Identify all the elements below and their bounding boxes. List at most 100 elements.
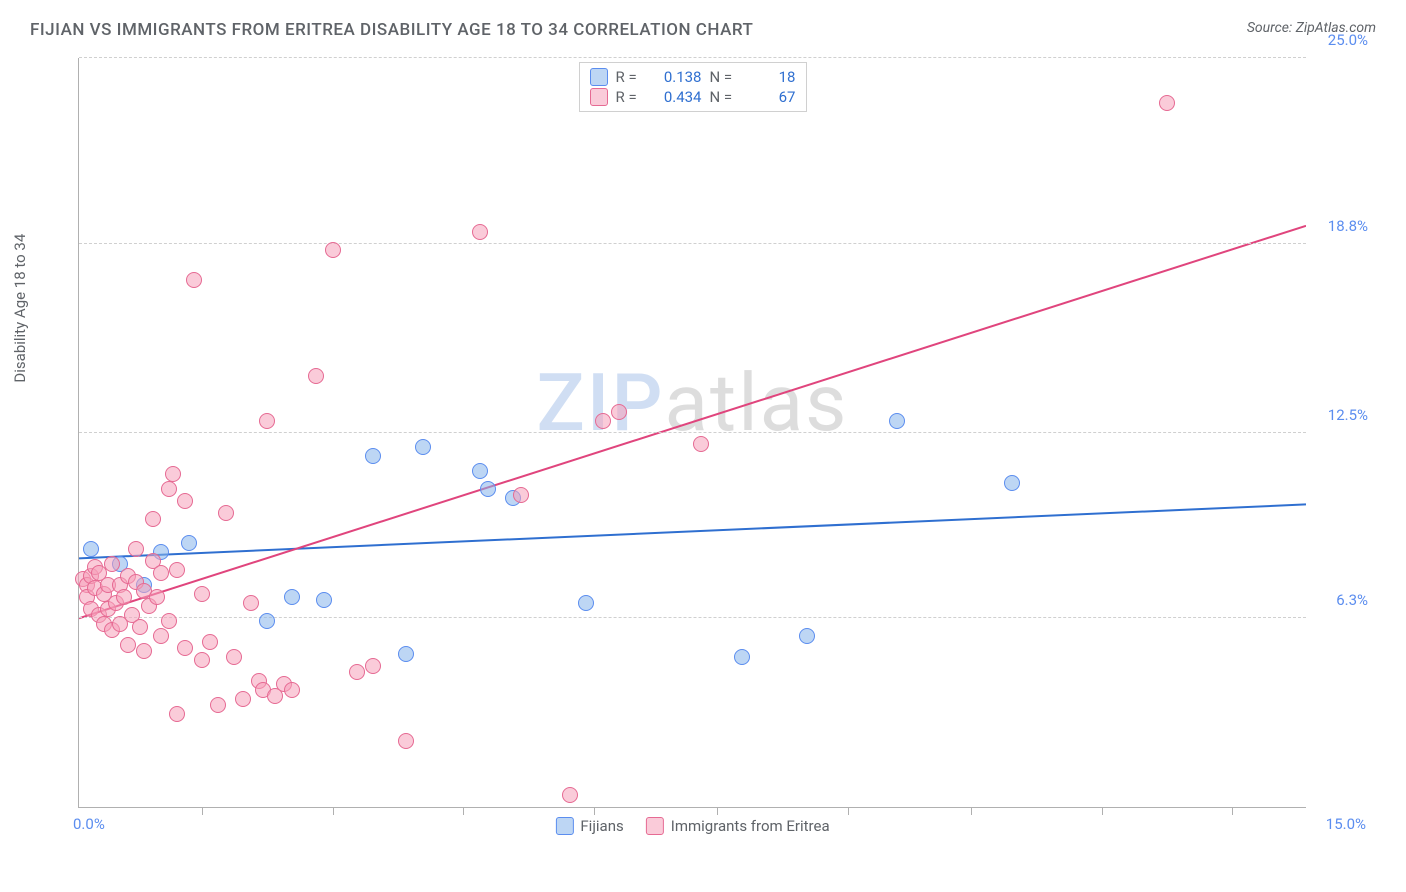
gridline-h	[79, 432, 1306, 433]
scatter-point	[325, 242, 341, 258]
legend-row-series-1: R = 0.434 N = 67	[590, 87, 796, 107]
scatter-point	[128, 541, 144, 557]
scatter-point	[284, 682, 300, 698]
legend-swatch-0	[590, 68, 608, 86]
x-tick	[594, 807, 595, 815]
scatter-point	[218, 505, 234, 521]
legend-item-1: Immigrants from Eritrea	[646, 817, 830, 835]
plot-wrapper: ZIPatlas R = 0.138 N = 18 R = 0.434	[78, 58, 1306, 808]
x-tick	[333, 807, 334, 815]
scatter-point	[480, 481, 496, 497]
scatter-point	[169, 706, 185, 722]
scatter-point	[472, 224, 488, 240]
legend-r-value-1: 0.434	[652, 88, 702, 106]
legend-n-label-0: N =	[710, 68, 738, 86]
scatter-point	[235, 691, 251, 707]
legend-n-label-1: N =	[710, 88, 738, 106]
scatter-point	[415, 439, 431, 455]
legend-r-value-0: 0.138	[652, 68, 702, 86]
scatter-point	[153, 628, 169, 644]
scatter-point	[316, 592, 332, 608]
scatter-point	[308, 368, 324, 384]
scatter-point	[259, 613, 275, 629]
scatter-point	[398, 733, 414, 749]
y-axis-label: Disability Age 18 to 34	[11, 234, 29, 383]
y-tick-label: 18.8%	[1328, 217, 1368, 235]
gridline-h	[79, 57, 1306, 58]
scatter-point	[472, 463, 488, 479]
x-tick	[971, 807, 972, 815]
scatter-point	[398, 646, 414, 662]
scatter-point	[284, 589, 300, 605]
scatter-point	[83, 541, 99, 557]
scatter-point	[169, 562, 185, 578]
scatter-point	[132, 619, 148, 635]
scatter-point	[365, 448, 381, 464]
x-axis-max-label: 15.0%	[1326, 815, 1366, 833]
scatter-point	[259, 413, 275, 429]
legend-n-value-0: 18	[746, 68, 796, 86]
scatter-point	[181, 535, 197, 551]
legend-correlation: R = 0.138 N = 18 R = 0.434 N = 67	[579, 62, 807, 112]
scatter-point	[120, 637, 136, 653]
scatter-point	[693, 436, 709, 452]
scatter-point	[104, 556, 120, 572]
scatter-point	[349, 664, 365, 680]
scatter-point	[165, 466, 181, 482]
scatter-point	[1159, 95, 1175, 111]
scatter-point	[365, 658, 381, 674]
legend-r-label-1: R =	[616, 88, 644, 106]
scatter-point	[177, 493, 193, 509]
scatter-point	[611, 404, 627, 420]
chart-area: Disability Age 18 to 34 ZIPatlas R = 0.1…	[30, 48, 1376, 848]
scatter-point	[1004, 475, 1020, 491]
x-tick	[717, 807, 718, 815]
scatter-point	[136, 643, 152, 659]
scatter-point	[202, 634, 218, 650]
scatter-point	[186, 272, 202, 288]
gridline-h	[79, 243, 1306, 244]
legend-series: Fijians Immigrants from Eritrea	[555, 817, 829, 835]
scatter-point	[226, 649, 242, 665]
legend-bottom-swatch-1	[646, 817, 664, 835]
legend-swatch-1	[590, 88, 608, 106]
scatter-point	[149, 589, 165, 605]
scatter-point	[578, 595, 594, 611]
x-tick	[1102, 807, 1103, 815]
header-row: FIJIAN VS IMMIGRANTS FROM ERITREA DISABI…	[30, 20, 1376, 40]
plot-region: ZIPatlas R = 0.138 N = 18 R = 0.434	[78, 58, 1306, 808]
scatter-point	[161, 481, 177, 497]
y-tick-label: 12.5%	[1328, 406, 1368, 424]
scatter-point	[161, 613, 177, 629]
legend-n-value-1: 67	[746, 88, 796, 106]
x-axis-origin-label: 0.0%	[73, 815, 105, 833]
legend-bottom-label-1: Immigrants from Eritrea	[671, 817, 830, 835]
watermark: ZIPatlas	[537, 356, 849, 450]
scatter-point	[513, 487, 529, 503]
scatter-point	[153, 565, 169, 581]
x-tick	[463, 807, 464, 815]
trend-line	[79, 504, 1306, 558]
scatter-point	[734, 649, 750, 665]
scatter-point	[194, 652, 210, 668]
chart-container: FIJIAN VS IMMIGRANTS FROM ERITREA DISABI…	[0, 0, 1406, 892]
y-tick-label: 6.3%	[1336, 591, 1368, 609]
scatter-point	[889, 413, 905, 429]
scatter-point	[194, 586, 210, 602]
chart-title: FIJIAN VS IMMIGRANTS FROM ERITREA DISABI…	[30, 20, 753, 40]
legend-bottom-label-0: Fijians	[580, 817, 623, 835]
scatter-point	[145, 511, 161, 527]
scatter-point	[562, 787, 578, 803]
watermark-zip: ZIP	[537, 356, 665, 450]
scatter-point	[595, 413, 611, 429]
scatter-point	[799, 628, 815, 644]
x-tick	[848, 807, 849, 815]
watermark-atlas: atlas	[665, 356, 849, 450]
scatter-point	[243, 595, 259, 611]
legend-item-0: Fijians	[555, 817, 623, 835]
scatter-point	[177, 640, 193, 656]
legend-row-series-0: R = 0.138 N = 18	[590, 67, 796, 87]
legend-bottom-swatch-0	[555, 817, 573, 835]
y-tick-label: 25.0%	[1328, 31, 1368, 49]
x-tick	[1232, 807, 1233, 815]
